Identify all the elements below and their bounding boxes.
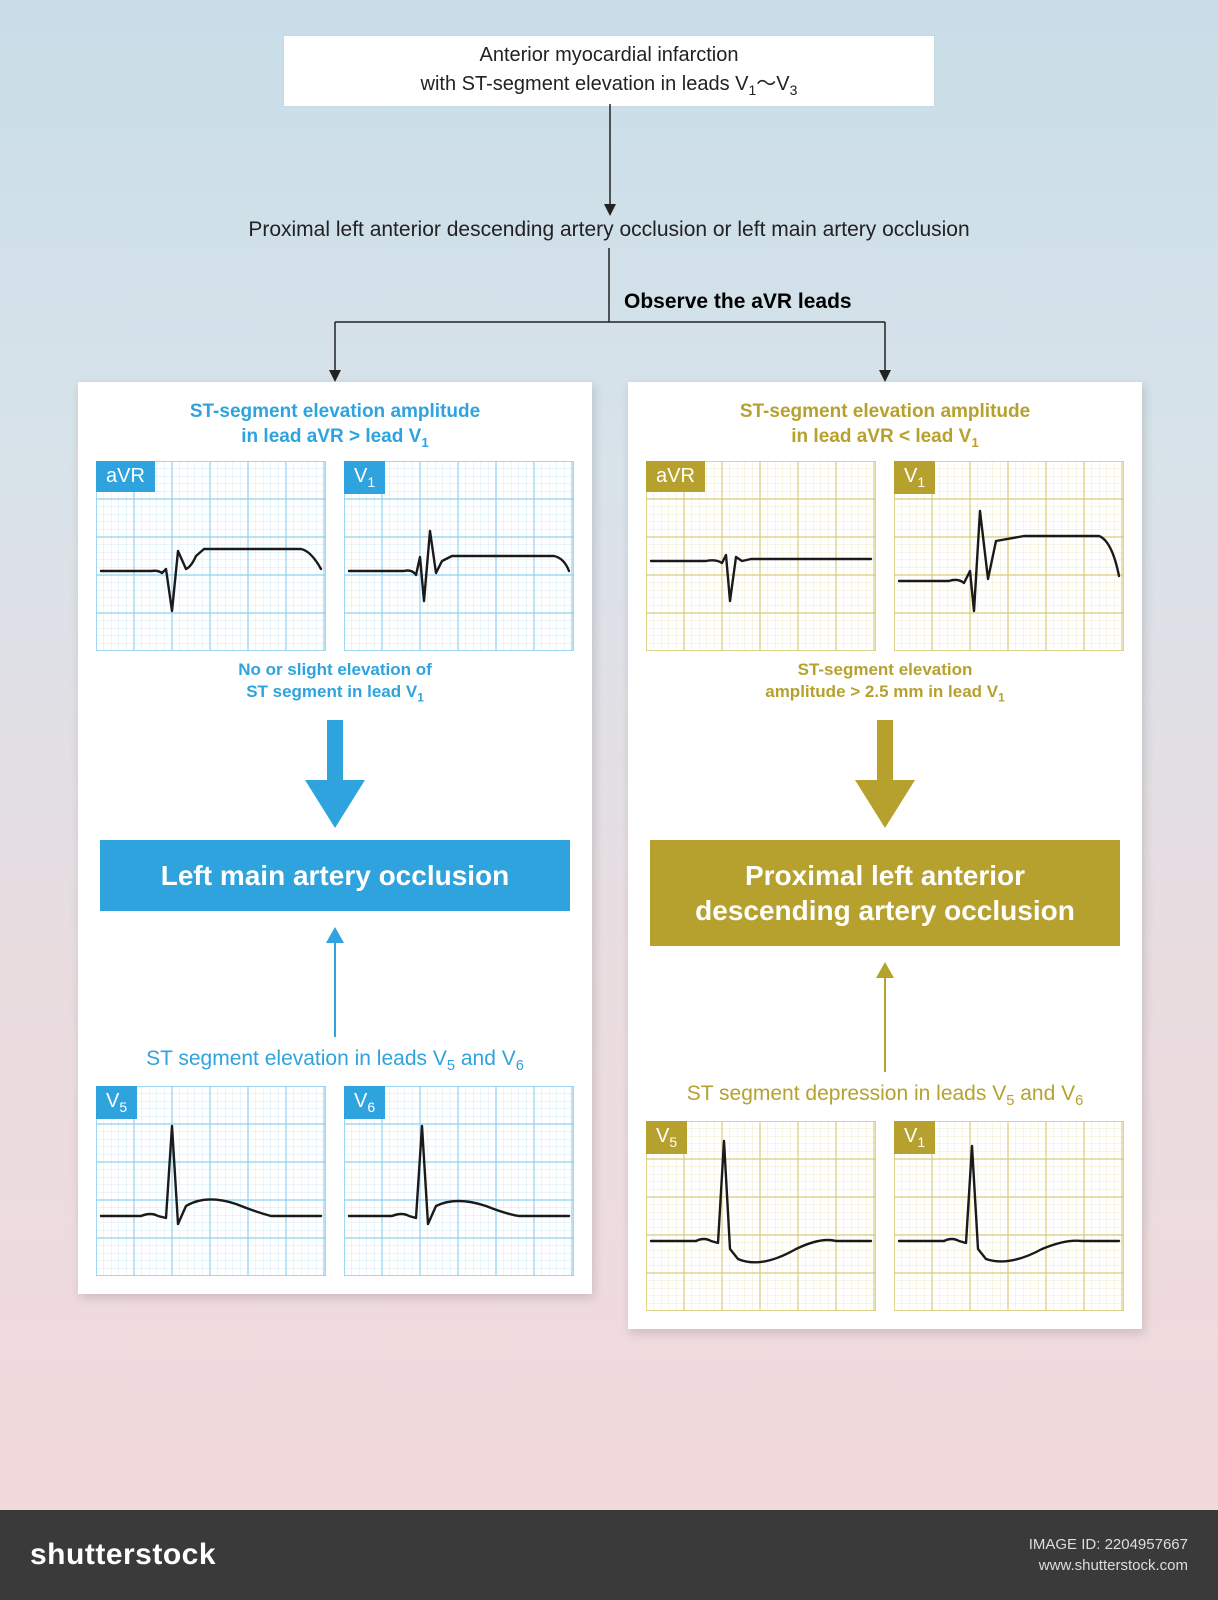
right-conclusion: Proximal left anteriordescending artery … [650,840,1120,946]
right-title: ST-segment elevation amplitudein lead aV… [642,400,1128,451]
ecg-label: aVR [96,461,155,492]
top-condition-box: Anterior myocardial infarction with ST-s… [284,36,934,106]
top-line2: with ST-segment elevation in leads V1～V3 [304,67,914,98]
ecg-right-avr: aVR [646,461,876,651]
thin-arrow-up-icon [323,927,347,1037]
ecg-left-avr: aVR [96,461,326,651]
mid-text: Proximal left anterior descending artery… [0,218,1218,242]
left-note: No or slight elevation ofST segment in l… [92,659,578,706]
right-note: ST-segment elevationamplitude > 2.5 mm i… [642,659,1128,706]
right-bottom-title: ST segment depression in leads V5 and V6 [642,1082,1128,1109]
ecg-label: V1 [894,461,935,494]
right-ecg-row-top: aVR V1 [642,461,1128,651]
ecg-left-v5: V5 [96,1086,326,1276]
ecg-right-v1b: V1 [894,1121,1124,1311]
ecg-label: V1 [344,461,385,494]
panel-left: ST-segment elevation amplitudein lead aV… [78,382,592,1294]
footer-logo: shutterstock [30,1538,216,1572]
ecg-label: V5 [646,1121,687,1154]
left-bottom-title: ST segment elevation in leads V5 and V6 [92,1047,578,1074]
connector-split [0,248,1218,390]
footer-bar: shutterstock IMAGE ID: 2204957667 www.sh… [0,1510,1218,1600]
ecg-right-v5: V5 [646,1121,876,1311]
top-line1: Anterior myocardial infarction [304,44,914,67]
footer-meta: IMAGE ID: 2204957667 www.shutterstock.co… [1029,1534,1188,1576]
ecg-left-v1: V1 [344,461,574,651]
right-ecg-row-bottom: V5 V1 [642,1121,1128,1311]
left-ecg-row-bottom: V5 V6 [92,1086,578,1276]
thin-arrow-up-icon [873,962,897,1072]
observe-label: Observe the aVR leads [624,290,852,314]
ecg-right-v1: V1 [894,461,1124,651]
ecg-label: aVR [646,461,705,492]
left-title: ST-segment elevation amplitudein lead aV… [92,400,578,451]
ecg-label: V5 [96,1086,137,1119]
left-conclusion: Left main artery occlusion [100,840,570,911]
connector-top [604,104,616,222]
ecg-left-v6: V6 [344,1086,574,1276]
ecg-label: V1 [894,1121,935,1154]
big-arrow-down-icon [300,720,370,830]
left-ecg-row-top: aVR V1 [92,461,578,651]
ecg-label: V6 [344,1086,385,1119]
big-arrow-down-icon [850,720,920,830]
panel-right: ST-segment elevation amplitudein lead aV… [628,382,1142,1329]
